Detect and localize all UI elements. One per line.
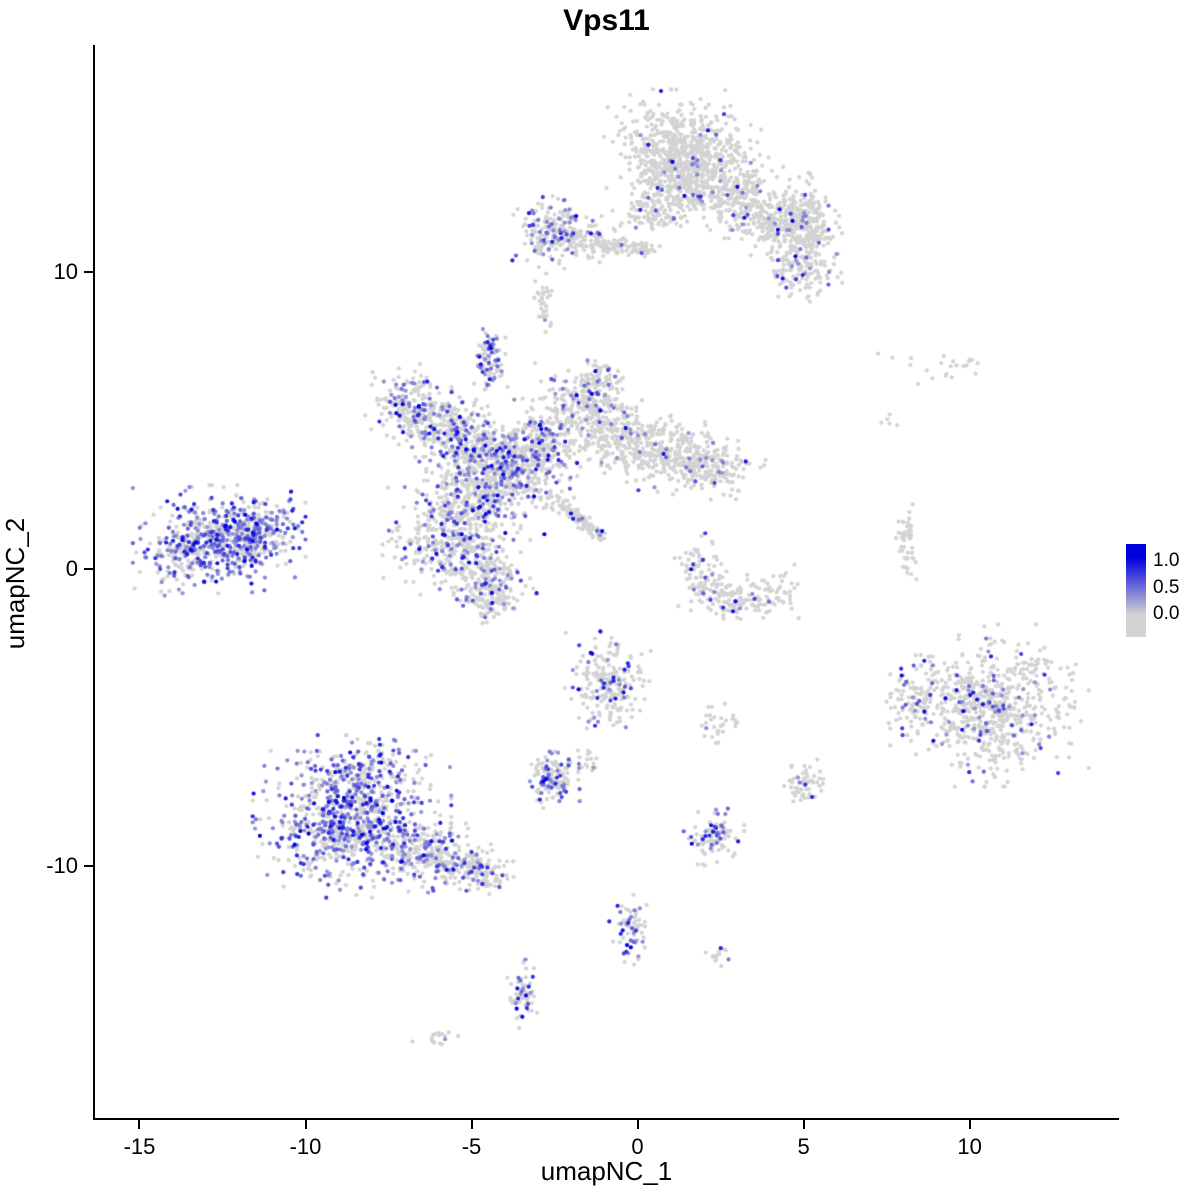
y-tick-label: -10	[46, 852, 78, 878]
x-axis-title: umapNC_1	[540, 1156, 673, 1186]
y-axis-line	[93, 45, 95, 1120]
colorbar-label-mid: 0.5	[1153, 577, 1180, 598]
x-tick-label: -10	[289, 1134, 322, 1159]
x-tick-mark	[304, 1120, 307, 1129]
x-tick-label: 10	[957, 1134, 982, 1159]
y-axis-title: umapNC_2	[0, 517, 30, 650]
y-tick-label: 10	[53, 258, 78, 284]
y-tick-label: 0	[65, 555, 78, 581]
x-tick-label: 0	[631, 1134, 644, 1159]
chart-title: Vps11	[563, 4, 650, 37]
colorbar-label-low: 0.0	[1153, 603, 1180, 624]
x-tick-label: -15	[123, 1134, 156, 1159]
expression-colorbar	[1126, 544, 1146, 637]
x-tick-mark	[636, 1120, 639, 1129]
x-tick-mark	[138, 1120, 141, 1129]
x-axis-line	[93, 1118, 1119, 1120]
x-tick-mark	[470, 1120, 473, 1129]
y-tick-mark	[84, 567, 93, 570]
colorbar-label-high: 1.0	[1153, 550, 1180, 571]
y-tick-mark	[84, 864, 93, 867]
x-tick-label: -5	[461, 1134, 482, 1159]
x-tick-label: 5	[797, 1134, 810, 1159]
x-tick-mark	[802, 1120, 805, 1129]
x-tick-mark	[968, 1120, 971, 1129]
y-tick-mark	[84, 270, 93, 273]
